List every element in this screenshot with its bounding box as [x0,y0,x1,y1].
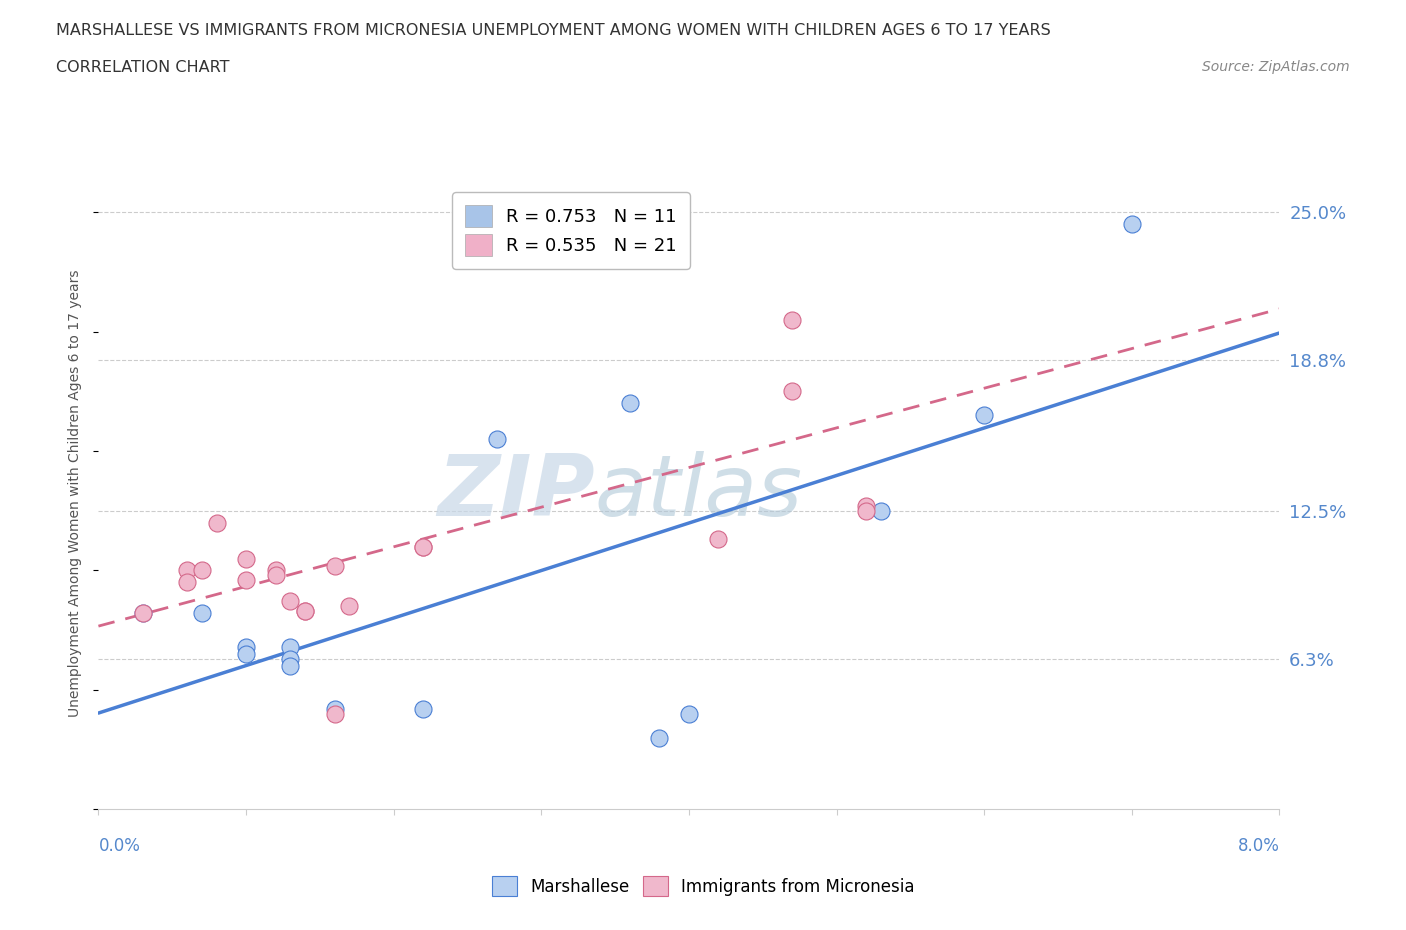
Text: Source: ZipAtlas.com: Source: ZipAtlas.com [1202,60,1350,74]
Point [707,532,730,547]
Text: MARSHALLESE VS IMMIGRANTS FROM MICRONESIA UNEMPLOYMENT AMONG WOMEN WITH CHILDREN: MARSHALLESE VS IMMIGRANTS FROM MICRONESI… [56,23,1052,38]
Point [678,706,700,721]
Point [869,503,891,518]
Point [323,558,346,573]
Point [323,706,346,721]
Point [855,503,877,518]
Y-axis label: Unemployment Among Women with Children Ages 6 to 17 years: Unemployment Among Women with Children A… [69,269,83,717]
Text: CORRELATION CHART: CORRELATION CHART [56,60,229,75]
Point [412,701,434,716]
Point [619,396,641,411]
Text: 8.0%: 8.0% [1237,837,1279,856]
Point [132,606,155,621]
Text: atlas: atlas [595,451,803,535]
Point [337,599,360,614]
Point [264,568,287,583]
Point [132,606,155,621]
Point [412,539,434,554]
Point [205,515,228,530]
Point [176,563,198,578]
Point [294,604,316,618]
Point [264,563,287,578]
Point [278,594,302,609]
Point [278,651,302,666]
Point [278,640,302,655]
Point [1121,217,1143,232]
Point [648,253,671,268]
Point [235,640,257,655]
Point [648,730,671,745]
Point [191,563,214,578]
Point [323,701,346,716]
Point [782,384,804,399]
Point [973,408,995,423]
Point [191,606,214,621]
Text: ZIP: ZIP [437,451,595,535]
Text: 0.0%: 0.0% [98,837,141,856]
Point [782,312,804,327]
Legend: R = 0.753   N = 11, R = 0.535   N = 21: R = 0.753 N = 11, R = 0.535 N = 21 [453,193,689,269]
Point [235,646,257,661]
Point [235,551,257,566]
Legend: Marshallese, Immigrants from Micronesia: Marshallese, Immigrants from Micronesia [485,870,921,903]
Point [485,432,508,446]
Point [235,573,257,588]
Point [294,604,316,618]
Point [412,539,434,554]
Point [278,658,302,673]
Point [855,498,877,513]
Point [176,575,198,590]
